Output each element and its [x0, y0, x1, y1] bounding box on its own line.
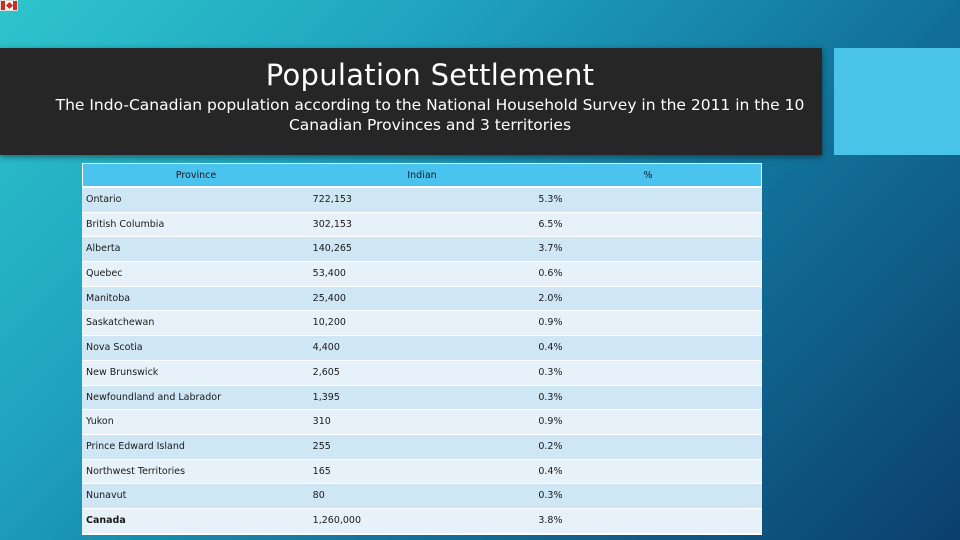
table-row: Saskatchewan 10,200 0.9%	[82, 310, 762, 336]
indian-cell: 165	[312, 465, 331, 477]
percent-cell: 2.0%	[538, 292, 563, 304]
table-row: Nunavut 80 0.3%	[82, 483, 762, 508]
percent-cell: 0.9%	[538, 317, 563, 329]
province-cell: Quebec	[86, 268, 123, 280]
indian-cell: 25,400	[312, 292, 346, 304]
title-band	[0, 48, 822, 155]
province-cell: New Brunswick	[86, 366, 159, 378]
indian-cell: 2,605	[312, 366, 340, 378]
percent-cell: 0.3%	[538, 366, 563, 378]
indian-cell: 722,153	[312, 194, 352, 205]
indian-cell: 1,395	[312, 391, 340, 403]
percent-cell: 6.5%	[538, 218, 563, 230]
indian-cell: 80	[312, 490, 325, 502]
table-row: Yukon 310 0.9%	[82, 409, 762, 434]
table-body: Ontario 722,153 5.3% British Columbia 302,15…	[82, 187, 762, 533]
population-table: Province Indian % Ontario 722,153 5.3% Brit…	[82, 163, 762, 535]
province-cell: Alberta	[86, 243, 121, 255]
table-row: Nova Scotia 4,400 0.4%	[82, 335, 762, 360]
table-row: Prince Edward Island 255 0.2%	[82, 433, 762, 459]
province-cell: Yukon	[86, 416, 114, 428]
table-row: Manitoba 25,400 2.0%	[82, 285, 762, 311]
table-row: New Brunswick 2,605 0.3%	[82, 359, 762, 385]
percent-cell: 0.9%	[538, 416, 563, 428]
canada-flag-icon	[0, 0, 18, 11]
percent-cell: 3.8%	[538, 514, 563, 526]
province-cell: Prince Edward Island	[86, 440, 185, 452]
percent-cell: 0.6%	[538, 268, 563, 280]
accent-block	[834, 48, 960, 155]
province-cell: Northwest Territories	[86, 465, 186, 477]
percent-cell: 0.3%	[538, 391, 563, 403]
indian-cell: 10,200	[312, 317, 346, 329]
province-cell: Manitoba	[86, 292, 131, 304]
province-cell: Ontario	[86, 194, 122, 205]
table-row: Quebec 53,400 0.6%	[82, 261, 762, 286]
percent-cell: 3.7%	[538, 243, 563, 255]
slide-title: Population Settlement	[265, 58, 595, 92]
province-cell: Nova Scotia	[86, 342, 143, 354]
table-header: Province Indian %	[82, 163, 762, 187]
indian-cell: 53,400	[312, 268, 346, 280]
header-province: Province	[175, 170, 217, 181]
province-cell: Newfoundland and Labrador	[86, 391, 221, 403]
indian-cell: 310	[312, 416, 331, 428]
table-row-total: Canada 1,260,000 3.8%	[82, 507, 762, 533]
table-row: Newfoundland and Labrador 1,395 0.3%	[82, 384, 762, 410]
header-percent: %	[643, 170, 653, 181]
percent-cell: 0.3%	[538, 490, 563, 502]
maple-leaf-icon	[5, 1, 13, 10]
indian-cell: 1,260,000	[312, 514, 362, 526]
slide-subtitle: The Indo-Canadian population according t…	[55, 96, 805, 134]
percent-cell: 0.2%	[538, 440, 563, 452]
province-cell: Canada	[86, 514, 126, 526]
indian-cell: 140,265	[312, 243, 352, 255]
table-row: Ontario 722,153 5.3%	[82, 187, 762, 212]
province-cell: British Columbia	[86, 218, 165, 230]
percent-cell: 5.3%	[538, 194, 563, 205]
percent-cell: 0.4%	[538, 342, 563, 354]
province-cell: Nunavut	[86, 490, 127, 502]
table-row: Northwest Territories 165 0.4%	[82, 458, 762, 484]
indian-cell: 302,153	[312, 218, 352, 230]
header-indian: Indian	[407, 170, 437, 181]
indian-cell: 4,400	[312, 342, 340, 354]
indian-cell: 255	[312, 440, 331, 452]
table-row: Alberta 140,265 3.7%	[82, 236, 762, 262]
table-row: British Columbia 302,153 6.5%	[82, 211, 762, 237]
percent-cell: 0.4%	[538, 465, 563, 477]
province-cell: Saskatchewan	[86, 317, 155, 329]
